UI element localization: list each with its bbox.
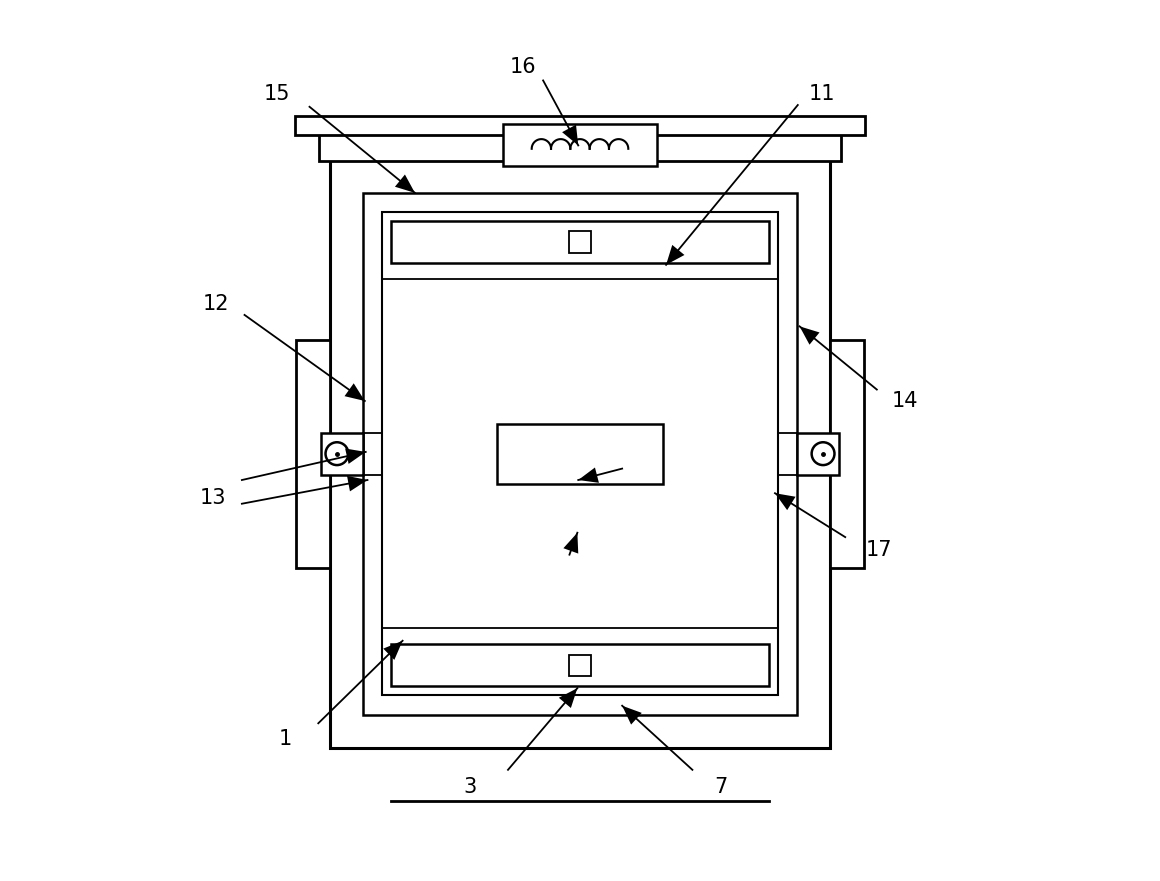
Text: 14: 14 xyxy=(892,391,919,411)
Polygon shape xyxy=(564,533,578,553)
Bar xyxy=(831,339,864,568)
Bar xyxy=(383,212,777,695)
Bar xyxy=(363,193,797,714)
Bar xyxy=(797,433,839,475)
Bar xyxy=(319,128,841,161)
Polygon shape xyxy=(578,468,599,483)
Polygon shape xyxy=(345,383,365,401)
Text: 12: 12 xyxy=(202,294,229,315)
Polygon shape xyxy=(775,493,796,510)
Bar xyxy=(496,424,664,484)
Text: 11: 11 xyxy=(809,84,835,104)
Polygon shape xyxy=(563,125,578,145)
Bar xyxy=(296,339,329,568)
Bar xyxy=(503,124,657,167)
Polygon shape xyxy=(666,245,684,265)
Polygon shape xyxy=(394,174,415,193)
Bar xyxy=(295,115,865,135)
Bar xyxy=(329,159,831,748)
Polygon shape xyxy=(346,448,365,464)
Text: 15: 15 xyxy=(263,84,290,104)
Text: 13: 13 xyxy=(200,487,226,507)
Text: 3: 3 xyxy=(464,777,477,797)
Bar xyxy=(570,232,590,253)
Bar xyxy=(321,433,363,475)
Bar xyxy=(570,655,590,676)
Text: 16: 16 xyxy=(509,57,536,78)
Polygon shape xyxy=(622,706,641,724)
Polygon shape xyxy=(559,688,578,708)
Text: 1: 1 xyxy=(280,729,292,749)
Polygon shape xyxy=(383,640,403,660)
Polygon shape xyxy=(347,476,368,492)
Text: 7: 7 xyxy=(713,777,727,797)
Bar xyxy=(391,221,769,263)
Bar xyxy=(391,644,769,686)
Text: 17: 17 xyxy=(865,540,892,560)
Polygon shape xyxy=(799,326,819,344)
